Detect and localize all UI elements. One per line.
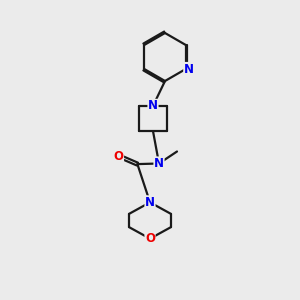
Text: N: N — [154, 157, 164, 170]
Text: N: N — [148, 99, 158, 112]
Text: O: O — [145, 232, 155, 245]
Text: O: O — [113, 149, 124, 163]
Text: N: N — [184, 62, 194, 76]
Text: N: N — [145, 196, 155, 209]
